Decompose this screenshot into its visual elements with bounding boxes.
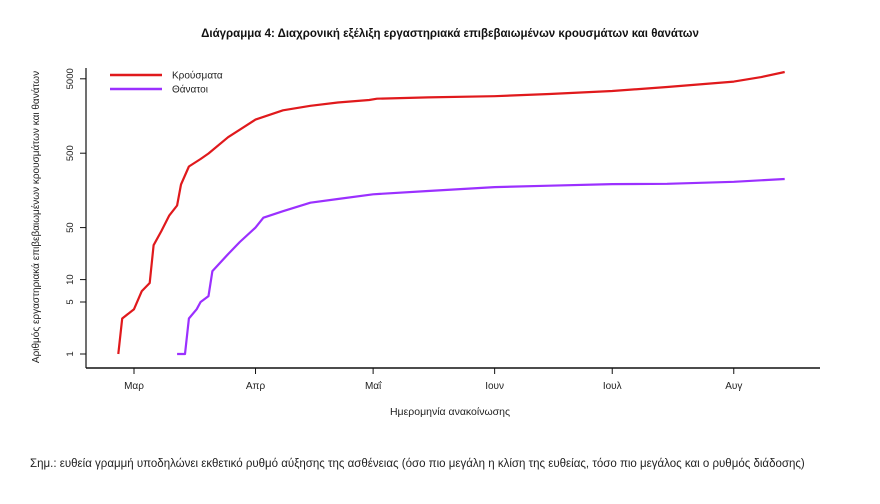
series-line-deaths — [177, 177, 785, 356]
y-ticks: 1 5 10 50 500 5000 — [65, 68, 86, 357]
x-tick-label: Ιουλ — [603, 381, 622, 392]
y-tick-label: 10 — [65, 274, 76, 285]
x-tick-label: Μαΐ — [365, 380, 382, 392]
line-chart: Διάγραμμα 4: Διαχρονική εξέλιξη εργαστηρ… — [30, 28, 820, 418]
y-tick-label: 500 — [65, 145, 76, 161]
x-ticks: Μαρ Απρ Μαΐ Ιουν Ιουλ Αυγ — [124, 368, 742, 392]
y-tick-label: 50 — [65, 222, 76, 233]
x-tick-label: Αυγ — [725, 381, 742, 392]
y-tick-label: 5 — [65, 299, 76, 304]
x-tick-label: Απρ — [246, 381, 266, 392]
legend-label: Θάνατοι — [172, 84, 208, 96]
x-axis-label: Ημερομηνία ανακοίνωσης — [390, 406, 510, 418]
y-axis-label: Αριθμός εργαστηριακά επιβεβαιωμένων κρου… — [30, 71, 42, 363]
x-tick-label: Μαρ — [124, 381, 144, 392]
series-line-cases — [117, 70, 785, 355]
footnote: Σημ.: ευθεία γραμμή υποδηλώνει εκθετικό … — [30, 458, 805, 470]
x-tick-label: Ιουν — [485, 381, 504, 392]
legend-label: Κρούσματα — [172, 70, 223, 82]
legend: Κρούσματα Θάνατοι — [110, 70, 223, 96]
chart-title: Διάγραμμα 4: Διαχρονική εξέλιξη εργαστηρ… — [201, 28, 699, 40]
y-tick-label: 1 — [65, 351, 76, 356]
series-lines — [117, 70, 785, 356]
y-tick-label: 5000 — [65, 68, 76, 89]
